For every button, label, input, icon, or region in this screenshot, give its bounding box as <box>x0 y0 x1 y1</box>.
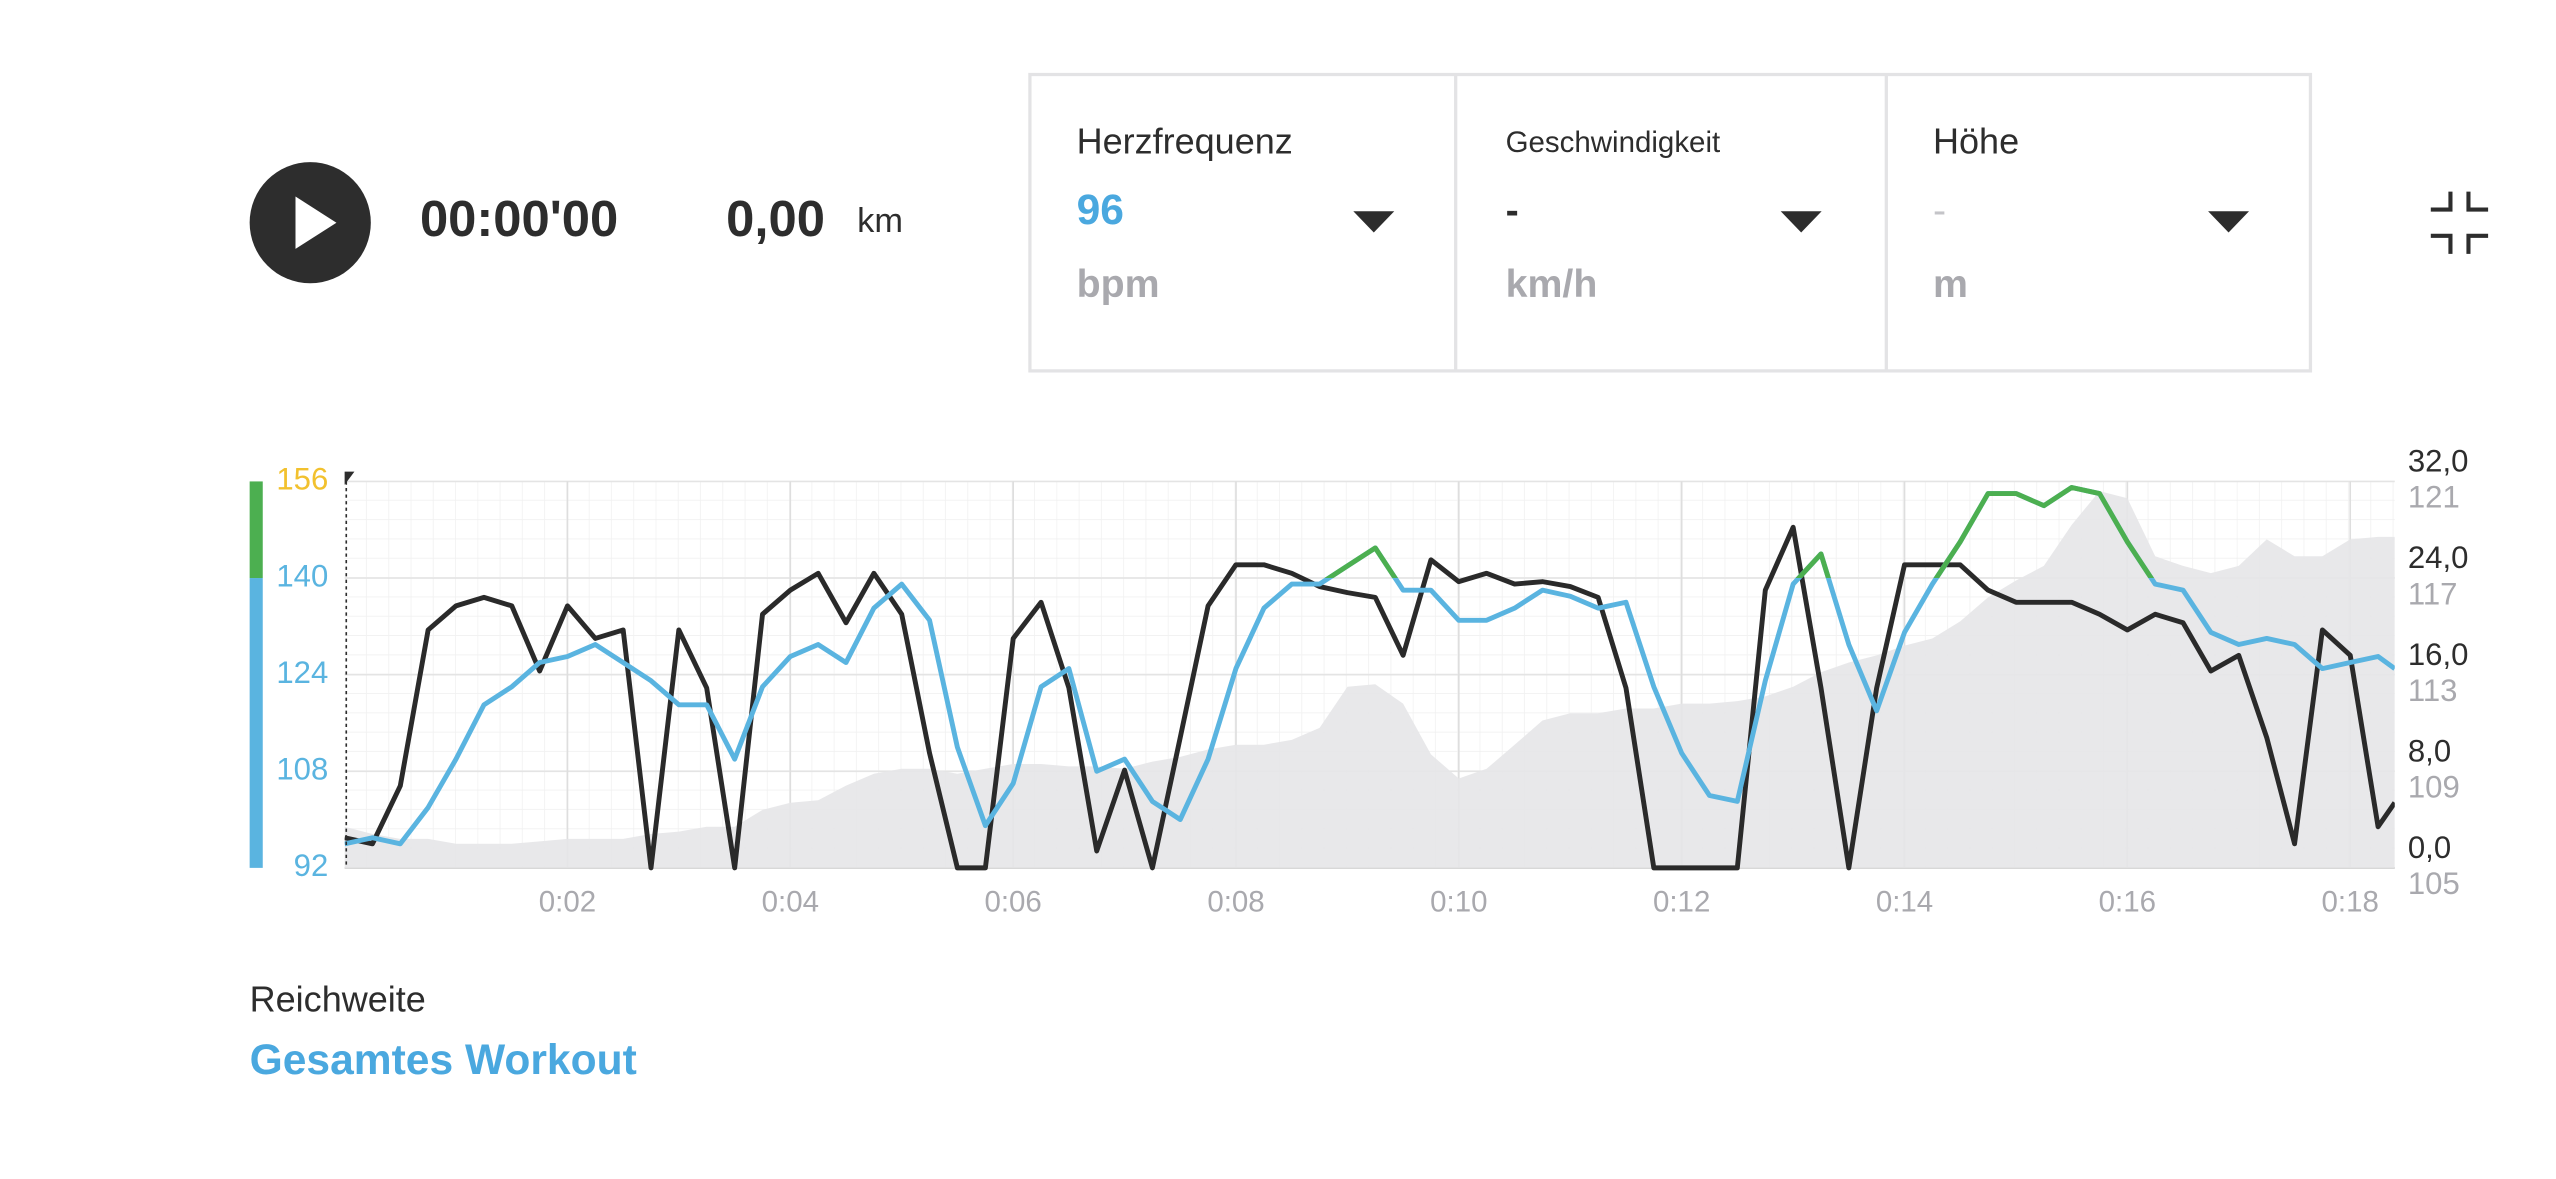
x-tick-label: 0:08 <box>1207 886 1264 919</box>
x-tick-label: 0:18 <box>2322 886 2379 919</box>
play-button[interactable] <box>249 162 371 284</box>
x-tick-label: 0:12 <box>1653 886 1710 919</box>
y3-tick-label: 121 <box>2408 480 2460 515</box>
y2-tick-label: 8,0 <box>2408 733 2451 768</box>
metric-heart-rate[interactable]: Herzfrequenz 96 bpm <box>1077 121 1395 306</box>
y3-tick-label: 109 <box>2408 769 2460 804</box>
y-tick-label: 108 <box>276 751 328 786</box>
y3-tick-label: 105 <box>2408 866 2460 901</box>
y2-tick-label: 32,0 <box>2408 444 2469 479</box>
y-tick-label: 140 <box>276 558 328 593</box>
metric-speed[interactable]: Geschwindigkeit - km/h <box>1506 126 1822 306</box>
y-tick-label: 156 <box>276 462 328 497</box>
x-tick-label: 0:02 <box>539 886 596 919</box>
elapsed-time: 00:00'00 <box>420 190 618 247</box>
zone-bar <box>249 578 263 868</box>
metric-label: Höhe <box>1933 121 2019 162</box>
zone-bar <box>249 481 263 579</box>
metric-unit: km/h <box>1506 262 1598 306</box>
metric-value: - <box>1933 188 1946 232</box>
distance: 0,00 <box>726 190 825 247</box>
series-line-zone <box>1324 485 2155 579</box>
distance-unit: km <box>857 202 903 240</box>
range-label: Reichweite <box>250 979 426 1020</box>
x-tick-label: 0:04 <box>762 886 819 919</box>
metric-value: - <box>1506 188 1519 232</box>
y3-tick-label: 113 <box>2408 673 2458 708</box>
metric-unit: m <box>1933 262 1968 306</box>
metric-unit: bpm <box>1077 262 1160 306</box>
x-tick-label: 0:16 <box>2099 886 2156 919</box>
altitude-area <box>344 491 2395 868</box>
metric-altitude[interactable]: Höhe - m <box>1933 121 2250 306</box>
chart: 0:02 0:04 0:06 0:08 0:10 0:12 0:14 0:16 0:18 92 10… <box>249 444 2469 919</box>
series-line <box>344 524 2395 871</box>
metric-label: Geschwindigkeit <box>1506 126 1721 159</box>
x-tick-label: 0:06 <box>984 886 1041 919</box>
collapse-icon[interactable] <box>2430 191 2489 254</box>
y2-tick-label: 24,0 <box>2408 540 2469 575</box>
range-value[interactable]: Gesamtes Workout <box>250 1036 637 1084</box>
metric-panel <box>1028 72 2313 373</box>
y-tick-label: 124 <box>276 655 328 690</box>
x-tick-label: 0:14 <box>1876 886 1933 919</box>
y3-tick-label: 117 <box>2408 576 2458 611</box>
y2-tick-label: 0,0 <box>2408 830 2451 865</box>
metric-label: Herzfrequenz <box>1077 121 1293 162</box>
y2-tick-label: 16,0 <box>2408 637 2469 672</box>
metric-value: 96 <box>1077 186 1124 234</box>
x-tick-label: 0:10 <box>1430 886 1487 919</box>
y-tick-label: 92 <box>294 848 329 883</box>
